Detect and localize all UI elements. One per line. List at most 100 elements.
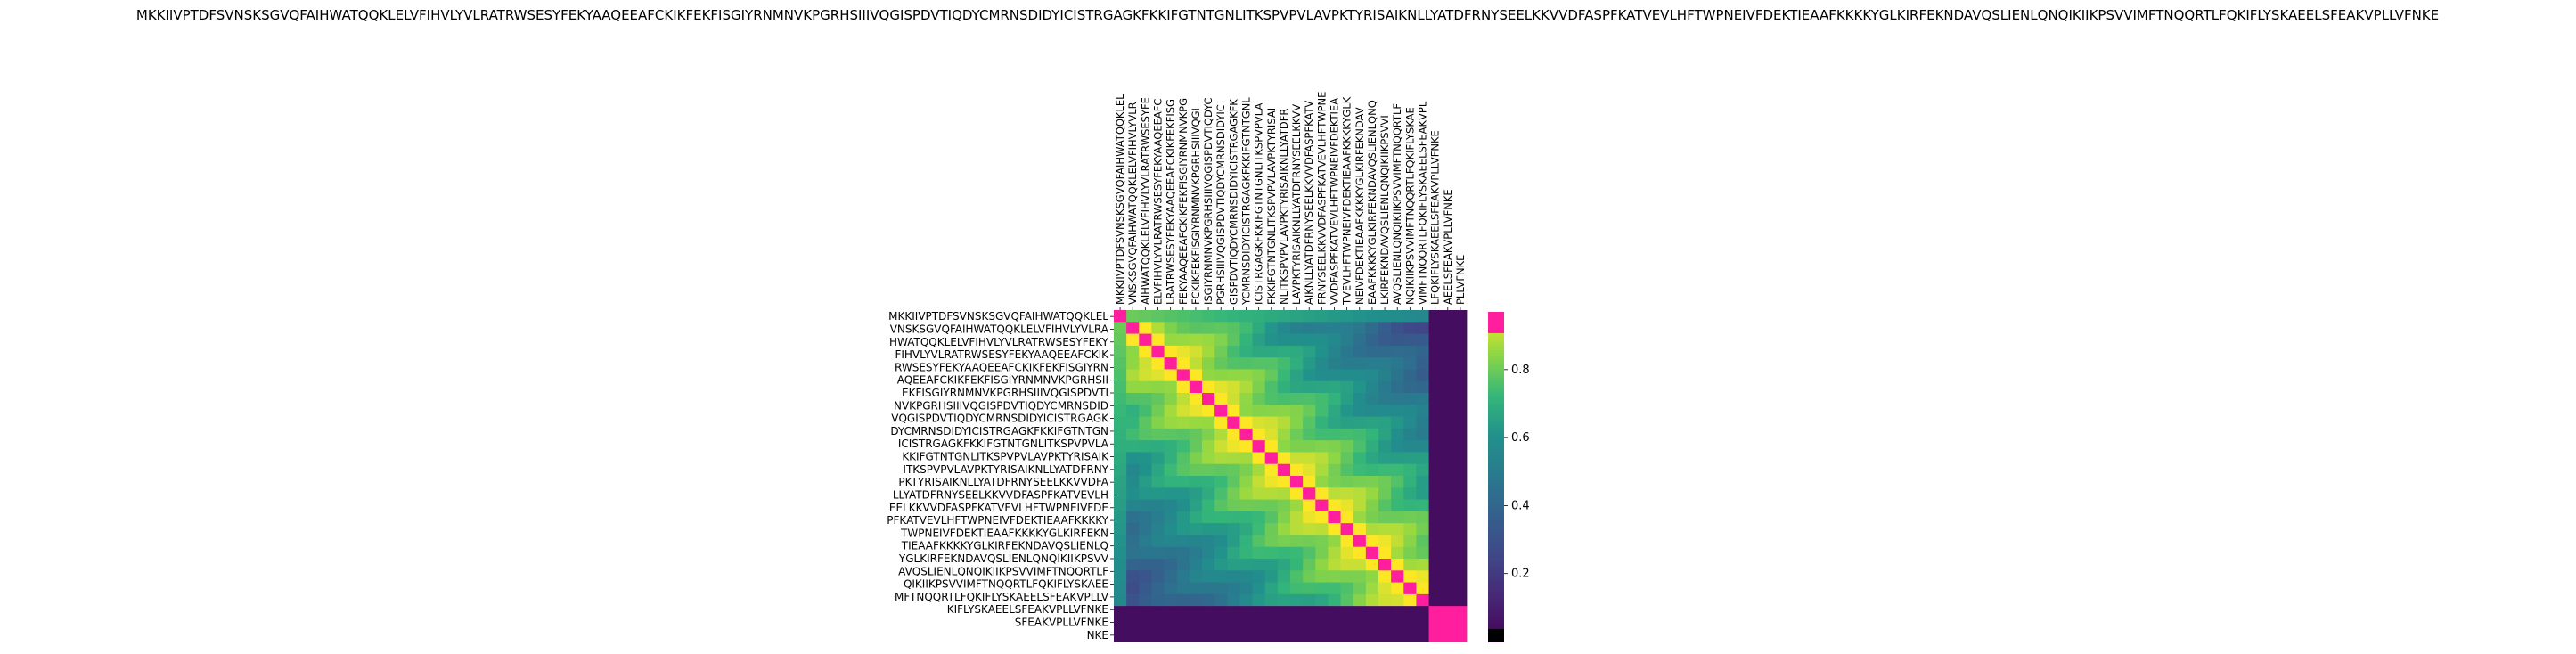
heatmap-cell <box>1453 416 1468 429</box>
heatmap-cell <box>1365 357 1379 370</box>
heatmap-cell <box>1264 570 1279 583</box>
heatmap-cell <box>1239 559 1253 571</box>
heatmap-cell <box>1290 393 1304 405</box>
heatmap-cell <box>1189 559 1203 571</box>
heatmap-cell <box>1290 629 1304 642</box>
heatmap-cell <box>1176 345 1190 358</box>
heatmap-cell <box>1264 416 1279 429</box>
heatmap-cell <box>1239 405 1253 417</box>
colorbar-segment <box>1488 506 1504 511</box>
heatmap-cell <box>1239 476 1253 488</box>
colorbar-segment <box>1488 380 1504 384</box>
heatmap-cell <box>1441 617 1455 631</box>
colorbar-segment <box>1488 473 1504 478</box>
heatmap-cell <box>1189 535 1203 548</box>
y-tick-label: QIKIIKPSVVIMFTNQQRTLFQKIFLYSKAEE <box>904 578 1108 591</box>
colorbar-segment <box>1488 609 1504 612</box>
heatmap-cell <box>1164 593 1178 607</box>
heatmap-cell <box>1416 369 1429 382</box>
heatmap-cell <box>1365 476 1379 488</box>
heatmap-cell <box>1403 452 1417 465</box>
heatmap-cell <box>1164 617 1178 631</box>
x-tick-label: PGRHSIIIVQGISPDVTIQDYCMRNSDIDYIC <box>1214 104 1227 305</box>
heatmap-cell <box>1441 559 1455 571</box>
heatmap-cell <box>1214 322 1228 334</box>
heatmap-cell <box>1403 606 1417 618</box>
y-tick-label: DYCMRNSDIDYICISTRGAGKFKKIFGTNTGN <box>890 425 1108 437</box>
heatmap-cell <box>1189 499 1203 512</box>
heatmap-cell <box>1214 511 1228 524</box>
heatmap-cell <box>1264 310 1279 323</box>
heatmap-cell <box>1378 617 1392 631</box>
heatmap-cell <box>1290 499 1304 512</box>
heatmap-cell <box>1264 440 1279 453</box>
heatmap-cell <box>1164 487 1178 500</box>
heatmap-cell <box>1391 511 1404 524</box>
heatmap-cell <box>1453 357 1468 370</box>
x-tick-label: PLLVFNKE <box>1454 255 1467 305</box>
heatmap-cell <box>1277 546 1291 560</box>
heatmap-cell <box>1428 523 1443 535</box>
heatmap-cell <box>1453 333 1468 347</box>
heatmap-cell <box>1391 582 1404 595</box>
heatmap-cell <box>1151 511 1165 524</box>
heatmap-cell <box>1378 487 1392 500</box>
heatmap-cell <box>1227 357 1240 370</box>
heatmap-cell <box>1378 416 1392 429</box>
heatmap-cell <box>1164 416 1178 429</box>
heatmap-cell <box>1416 393 1429 405</box>
heatmap-cell <box>1227 582 1240 595</box>
heatmap-cell <box>1227 570 1240 583</box>
heatmap-cell <box>1114 582 1127 595</box>
colorbar-segment <box>1488 383 1504 387</box>
y-tick-label: KIFLYSKAEELSFEAKVPLLVFNKE <box>947 603 1108 616</box>
heatmap-cell <box>1328 357 1341 370</box>
heatmap-cell <box>1416 511 1429 524</box>
colorbar-segment <box>1488 361 1504 365</box>
heatmap-cell <box>1365 428 1379 441</box>
heatmap-cell <box>1164 476 1178 488</box>
heatmap-cell <box>1391 606 1404 618</box>
heatmap-cell <box>1227 428 1240 441</box>
heatmap-cell <box>1126 606 1140 618</box>
heatmap-cell <box>1277 345 1291 358</box>
heatmap-cell <box>1239 546 1253 560</box>
heatmap-cell <box>1453 369 1468 382</box>
heatmap-cell <box>1391 310 1404 323</box>
heatmap-cell <box>1303 369 1316 382</box>
heatmap-cell <box>1264 487 1279 500</box>
heatmap-cell <box>1453 487 1468 500</box>
heatmap-cell <box>1365 511 1379 524</box>
y-tick-label: VQGISPDVTIQDYCMRNSDIDYICISTRGAGK <box>891 413 1109 425</box>
heatmap-cell <box>1453 511 1468 524</box>
x-tick-label: LFQKIFLYSKAEELSFEAKVPLLVFNKE <box>1429 130 1442 305</box>
heatmap-cell <box>1453 559 1468 571</box>
heatmap-cell <box>1416 452 1429 465</box>
heatmap-cell <box>1139 535 1152 548</box>
heatmap-cell <box>1378 593 1392 607</box>
colorbar-segment <box>1488 617 1504 620</box>
heatmap-cell <box>1176 606 1190 618</box>
heatmap-cell <box>1227 452 1240 465</box>
heatmap-cell <box>1227 416 1240 429</box>
heatmap-cell <box>1428 310 1443 323</box>
heatmap-cell <box>1214 606 1228 618</box>
heatmap-cell <box>1264 511 1279 524</box>
heatmap-cell <box>1264 606 1279 618</box>
heatmap-cell <box>1378 428 1392 441</box>
heatmap-cell <box>1315 606 1329 618</box>
heatmap-cell <box>1252 523 1266 535</box>
heatmap-cell <box>1252 593 1266 607</box>
x-tick-label: ISGIYRNMNVKPGRHSIIIVQGISPDVTIQDYC <box>1202 97 1214 305</box>
heatmap-cell <box>1428 393 1443 405</box>
heatmap-cell <box>1428 582 1443 595</box>
heatmap-cell <box>1202 463 1215 477</box>
y-tick-label: TIEAAFKKKKYGLKIRFEKNDAVQSLIENLQ <box>901 540 1108 552</box>
heatmap-cell <box>1353 582 1367 595</box>
heatmap-cell <box>1340 369 1354 382</box>
heatmap-cell <box>1416 333 1429 347</box>
heatmap-cell <box>1441 310 1455 323</box>
heatmap-cell <box>1126 322 1140 334</box>
colorbar-segment <box>1488 449 1504 453</box>
heatmap-cell <box>1139 405 1152 417</box>
